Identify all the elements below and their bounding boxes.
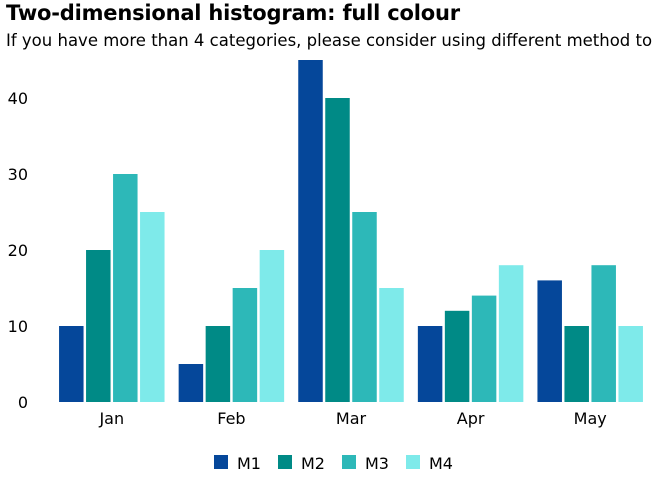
x-tick-label: Apr	[457, 409, 485, 428]
legend-swatch-m4	[406, 455, 420, 469]
y-tick-label: 30	[8, 165, 28, 184]
bar-m1-feb	[178, 364, 204, 402]
bar-m2-mar	[325, 98, 350, 402]
bar-m1-apr	[417, 326, 443, 402]
x-tick-label: May	[574, 409, 607, 428]
bar-m1-mar	[298, 60, 323, 402]
legend-label: M4	[429, 454, 453, 473]
bar-m1-jan	[59, 326, 84, 402]
legend-label: M1	[237, 454, 261, 473]
bar-m3-may	[591, 265, 616, 402]
x-tick-label: Jan	[98, 409, 124, 428]
bar-m4-mar	[379, 288, 404, 402]
chart-subtitle: If you have more than 4 categories, plea…	[6, 31, 653, 50]
bar-m2-feb	[205, 326, 231, 402]
legend-swatch-m3	[342, 455, 356, 469]
x-tick-label: Mar	[336, 409, 367, 428]
y-tick-label: 40	[8, 89, 28, 108]
legend-swatch-m2	[278, 455, 292, 469]
bars	[59, 60, 643, 402]
x-tick-label: Feb	[217, 409, 245, 428]
bar-m4-feb	[259, 250, 285, 402]
legend-swatch-m1	[214, 455, 228, 469]
bar-m3-feb	[232, 288, 258, 402]
y-axis: 0 10 20 30 40	[8, 89, 28, 412]
bar-m3-jan	[113, 174, 138, 402]
bar-m4-jan	[140, 212, 165, 402]
y-tick-label: 10	[8, 317, 28, 336]
chart-title: Two-dimensional histogram: full colour	[6, 1, 460, 25]
bar-m3-apr	[471, 295, 497, 402]
legend-label: M3	[365, 454, 389, 473]
bar-m2-jan	[86, 250, 111, 402]
y-tick-label: 20	[8, 241, 28, 260]
x-axis: Jan Feb Mar Apr May	[98, 409, 606, 428]
bar-m4-may	[618, 326, 643, 402]
bar-m2-may	[564, 326, 589, 402]
y-tick-label: 0	[18, 393, 28, 412]
legend-label: M2	[301, 454, 325, 473]
legend: M1 M2 M3 M4	[214, 454, 453, 473]
bar-m3-mar	[352, 212, 377, 402]
bar-m2-apr	[444, 310, 470, 402]
bar-m4-apr	[498, 265, 524, 402]
bar-m1-may	[537, 280, 562, 402]
